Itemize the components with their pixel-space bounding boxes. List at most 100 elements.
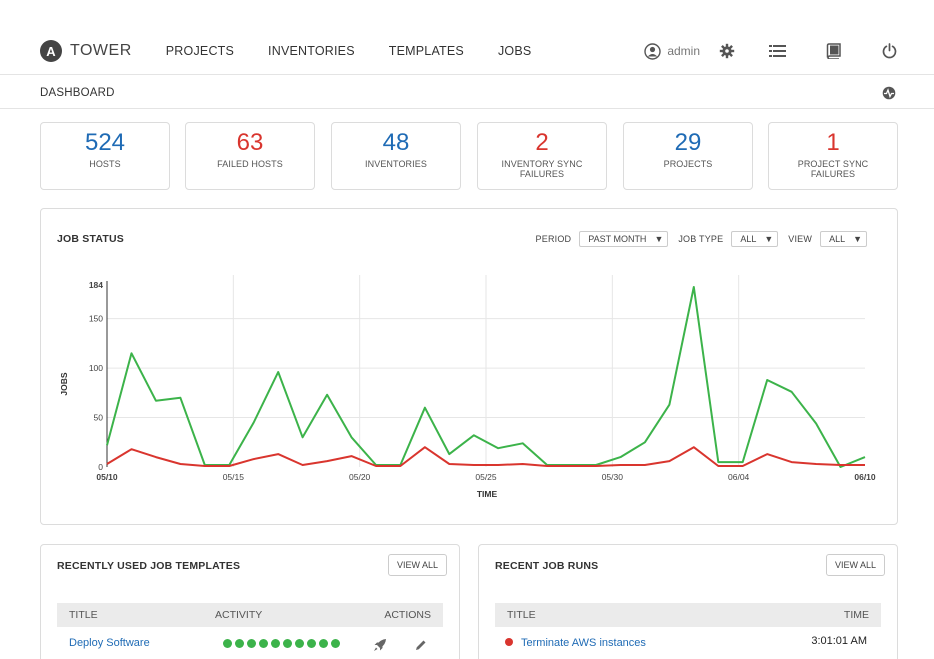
x-axis-title: TIME	[477, 489, 498, 499]
x-tick-label: 05/20	[349, 472, 371, 482]
tile-failed-hosts[interactable]: 63 FAILED HOSTS	[185, 122, 315, 190]
tile-projects-label: PROJECTS	[663, 159, 713, 169]
user-icon	[643, 42, 661, 60]
tile-failed-hosts-label: FAILED HOSTS	[217, 159, 283, 169]
job-type-value: ALL	[740, 234, 757, 244]
tile-inventories-count: 48	[382, 129, 410, 156]
job-type-select[interactable]: ALL ▼	[731, 231, 779, 247]
job-run-time: 3:01:01 AM	[811, 635, 867, 647]
job-success-dot[interactable]	[259, 639, 268, 648]
tile-inventories[interactable]: 48 INVENTORIES	[331, 122, 461, 190]
gear-icon[interactable]	[718, 42, 736, 60]
tile-hosts[interactable]: 524 HOSTS	[40, 122, 170, 190]
x-tick-label: 05/15	[223, 472, 245, 482]
user-menu[interactable]: admin	[643, 42, 700, 60]
brand[interactable]: A TOWER	[40, 40, 132, 62]
tile-projects-count: 29	[674, 129, 702, 156]
tower-logo-icon: A	[40, 40, 62, 62]
chevron-down-icon: ▼	[654, 234, 664, 244]
y-tick-label: 184	[89, 280, 103, 290]
view-select[interactable]: ALL ▼	[820, 231, 867, 247]
tile-project-sync-failures[interactable]: 1 PROJECT SYNC FAILURES	[768, 122, 898, 190]
tile-inventories-label: INVENTORIES	[365, 159, 427, 169]
top-nav: A TOWER PROJECTS INVENTORIES TEMPLATES J…	[40, 33, 898, 69]
user-name: admin	[667, 44, 700, 58]
nav-projects[interactable]: PROJECTS	[165, 44, 235, 58]
templates-view-all-button[interactable]: VIEW ALL	[387, 554, 447, 576]
chevron-down-icon: ▼	[764, 234, 774, 244]
template-actions	[371, 636, 429, 654]
brand-name: TOWER	[70, 42, 132, 59]
tile-project-sync-failures-label: PROJECT SYNC FAILURES	[797, 159, 869, 179]
activity-dots	[223, 639, 340, 648]
nav-jobs[interactable]: JOBS	[497, 44, 532, 58]
job-success-dot[interactable]	[331, 639, 340, 648]
job-success-dot[interactable]	[247, 639, 256, 648]
y-tick-label: 0	[98, 462, 103, 472]
tile-hosts-count: 524	[84, 129, 126, 156]
pencil-icon[interactable]	[411, 636, 429, 654]
tile-hosts-label: HOSTS	[89, 159, 121, 169]
recent-job-runs-panel: RECENT JOB RUNS VIEW ALL TITLE TIME Term…	[478, 544, 898, 659]
tile-inventory-sync-failures-label: INVENTORY SYNC FAILURES	[501, 159, 583, 179]
job-success-dot[interactable]	[307, 639, 316, 648]
job-status-title: JOB STATUS	[57, 233, 124, 245]
templates-table-header: TITLE ACTIVITY ACTIONS	[57, 603, 443, 627]
tile-inventory-sync-failures-count: 2	[535, 129, 549, 156]
recent-templates-panel: RECENTLY USED JOB TEMPLATES VIEW ALL TIT…	[40, 544, 460, 659]
job-success-dot[interactable]	[283, 639, 292, 648]
templates-col-title[interactable]: TITLE	[69, 609, 98, 621]
failed-status-icon[interactable]	[505, 638, 513, 646]
job-status-chart: 0 50 100 150 184 05/10 05/15 05/20 05/25 05/30 06/…	[59, 275, 876, 499]
nav-templates[interactable]: TEMPLATES	[388, 44, 464, 58]
runs-table-header: TITLE TIME	[495, 603, 881, 627]
runs-view-all-button[interactable]: VIEW ALL	[825, 554, 885, 576]
recent-job-runs-title: RECENT JOB RUNS	[495, 560, 599, 572]
tile-project-sync-failures-count: 1	[826, 129, 840, 156]
tile-projects[interactable]: 29 PROJECTS	[623, 122, 753, 190]
list-icon[interactable]	[768, 42, 786, 60]
successful-jobs-line	[106, 286, 866, 468]
power-icon[interactable]	[880, 42, 898, 60]
x-tick-label: 06/10	[854, 472, 876, 482]
y-tick-label: 50	[94, 413, 104, 423]
templates-col-activity: ACTIVITY	[215, 609, 263, 621]
activity-stream-icon[interactable]	[880, 84, 898, 102]
period-label: PERIOD	[535, 234, 572, 244]
tile-inventory-sync-failures[interactable]: 2 INVENTORY SYNC FAILURES	[477, 122, 607, 190]
failed-jobs-line	[106, 446, 865, 467]
period-select[interactable]: PAST MONTH ▼	[579, 231, 669, 247]
book-icon[interactable]	[824, 42, 842, 60]
x-tick-label: 05/25	[475, 472, 497, 482]
runs-col-title[interactable]: TITLE	[507, 609, 536, 621]
run-title-cell: Terminate AWS instances	[505, 637, 646, 649]
count-tiles: 524 HOSTS 63 FAILED HOSTS 48 INVENTORIES…	[40, 122, 898, 190]
recent-templates-title: RECENTLY USED JOB TEMPLATES	[57, 560, 241, 572]
template-link[interactable]: Deploy Software	[69, 637, 150, 649]
runs-col-time[interactable]: TIME	[843, 609, 869, 621]
job-success-dot[interactable]	[223, 639, 232, 648]
table-row: Deploy Software	[57, 635, 443, 655]
nav-inventories[interactable]: INVENTORIES	[268, 44, 355, 58]
x-tick-label: 06/04	[728, 472, 750, 482]
job-success-dot[interactable]	[319, 639, 328, 648]
job-success-dot[interactable]	[235, 639, 244, 648]
table-row: Terminate AWS instances 3:01:01 AM	[495, 635, 881, 655]
y-tick-label: 150	[89, 314, 103, 324]
nav-divider	[0, 74, 934, 75]
job-type-label: JOB TYPE	[678, 234, 724, 244]
breadcrumb: DASHBOARD	[40, 87, 115, 99]
tile-failed-hosts-count: 63	[236, 129, 264, 156]
rocket-icon[interactable]	[371, 636, 389, 654]
view-label: VIEW	[788, 234, 813, 244]
job-success-dot[interactable]	[271, 639, 280, 648]
nav-right: admin	[643, 42, 898, 60]
templates-col-actions: ACTIONS	[384, 609, 431, 621]
breadcrumb-bar: DASHBOARD	[40, 82, 898, 104]
chevron-down-icon: ▼	[853, 234, 862, 244]
y-axis-title: JOBS	[59, 372, 69, 395]
job-run-link[interactable]: Terminate AWS instances	[521, 637, 646, 649]
x-tick-label: 05/10	[96, 472, 118, 482]
x-tick-label: 05/30	[602, 472, 624, 482]
job-success-dot[interactable]	[295, 639, 304, 648]
